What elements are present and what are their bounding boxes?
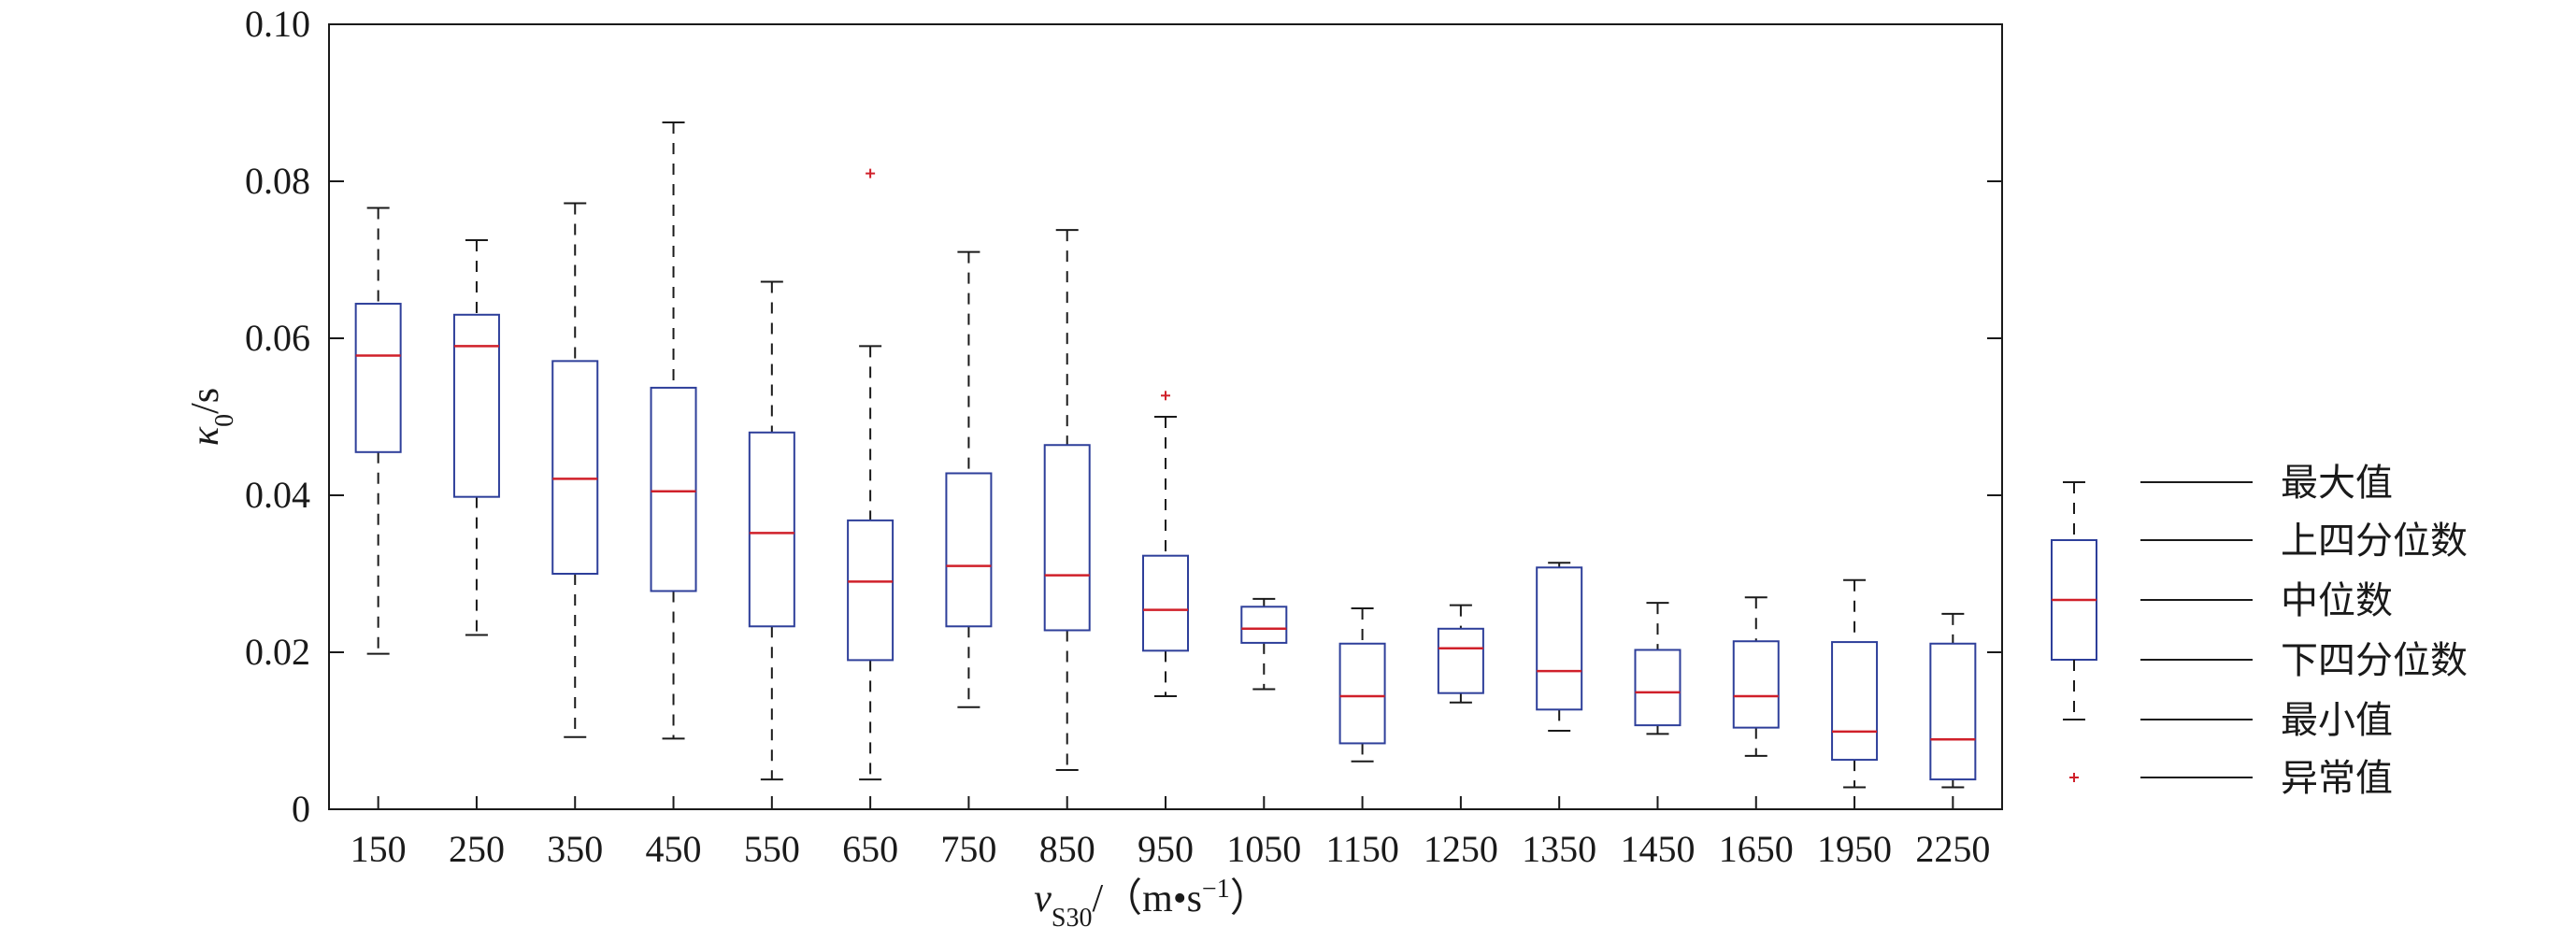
- legend-item-label: 最小值: [2281, 699, 2393, 742]
- y-axis-label-var: κ: [184, 426, 227, 446]
- x-tick-label: 1150: [1325, 828, 1399, 870]
- y-tick-label: 0.02: [245, 631, 310, 673]
- x-tick-label: 1650: [1719, 828, 1794, 870]
- outlier-marker: [866, 168, 876, 178]
- x-tick-label: 350: [547, 828, 603, 870]
- x-axis-label-sup: −1: [1202, 875, 1230, 904]
- box-2250: [1929, 612, 1977, 789]
- iqr-box: [650, 386, 697, 592]
- box-series: [354, 121, 1977, 789]
- iqr-box: [1043, 444, 1091, 632]
- y-tick-label: 0.08: [245, 160, 310, 202]
- x-tick-label: 250: [449, 828, 505, 870]
- y-axis-label: κ0/s: [184, 388, 239, 446]
- x-tick-labels: 150 250 350 450 550 650 750 850 950 1050 1150 1250 1…: [351, 796, 1990, 870]
- iqr-box: [847, 519, 894, 662]
- x-axis-label: vS30/（m•s−1）: [1034, 875, 1268, 927]
- x-tick-label: 850: [1039, 828, 1095, 870]
- legend-item-label: 最大值: [2281, 462, 2393, 505]
- x-tick-label: 150: [351, 828, 407, 870]
- box-650: [847, 168, 894, 781]
- iqr-box: [1142, 554, 1189, 652]
- y-tick-labels: 0 0.02 0.04 0.06 0.08 0.10: [245, 3, 2002, 830]
- y-axis-label-sub: 0: [210, 414, 239, 427]
- x-tick-label: 1450: [1620, 828, 1695, 870]
- x-tick-label: 750: [940, 828, 996, 870]
- box-1650: [1732, 596, 1780, 757]
- box-1950: [1831, 578, 1879, 789]
- legend-item-label: 中位数: [2281, 579, 2393, 622]
- box-350: [551, 202, 599, 738]
- iqr-box: [945, 472, 993, 628]
- x-axis-label-unit-prefix: /（m: [1093, 877, 1174, 920]
- box-1050: [1240, 597, 1288, 691]
- x-tick-label: 1950: [1817, 828, 1892, 870]
- outlier-marker: [1161, 391, 1170, 401]
- x-tick-label: 1250: [1424, 828, 1498, 870]
- iqr-box: [1831, 641, 1879, 762]
- iqr-box: [1338, 642, 1386, 745]
- legend-sample-box: [2051, 481, 2097, 782]
- x-tick-label: 550: [744, 828, 800, 870]
- x-axis-label-unit-s: s: [1187, 877, 1202, 920]
- iqr-box: [1536, 566, 1583, 711]
- box-150: [354, 207, 402, 655]
- x-tick-label: 650: [842, 828, 898, 870]
- box-1450: [1634, 602, 1682, 735]
- x-axis-label-bullet: •: [1173, 877, 1187, 920]
- legend-item-label: 上四分位数: [2281, 520, 2468, 563]
- y-tick-label: 0.10: [245, 3, 310, 45]
- legend-item-label: 下四分位数: [2281, 639, 2468, 682]
- y-tick-label: 0.06: [245, 317, 310, 359]
- x-axis-label-unit-suffix: ）: [1230, 877, 1269, 920]
- iqr-box: [1732, 640, 1780, 729]
- box-950: [1142, 391, 1189, 698]
- x-tick-label: 2250: [1915, 828, 1990, 870]
- iqr-box: [1240, 606, 1288, 644]
- iqr-box: [551, 360, 599, 575]
- iqr-box: [1634, 649, 1682, 727]
- iqr-box: [354, 303, 402, 453]
- y-tick-label: 0.04: [245, 474, 310, 516]
- legend-item-label: 异常值: [2281, 757, 2393, 800]
- x-tick-label: 1350: [1522, 828, 1596, 870]
- box-250: [452, 239, 500, 636]
- box-450: [650, 121, 697, 740]
- box-550: [748, 280, 795, 781]
- y-axis-label-unit: /s: [184, 388, 227, 414]
- y-tick-label: 0: [292, 788, 310, 830]
- box-1350: [1536, 562, 1583, 732]
- iqr-box: [1929, 642, 1977, 781]
- x-tick-label: 1050: [1226, 828, 1301, 870]
- x-axis-label-sub: S30: [1052, 904, 1093, 927]
- iqr-box: [748, 431, 795, 628]
- iqr-box: [452, 313, 500, 498]
- box-750: [945, 250, 993, 708]
- iqr-box: [1437, 627, 1484, 694]
- x-tick-label: 450: [646, 828, 702, 870]
- x-tick-label: 950: [1138, 828, 1194, 870]
- box-1150: [1338, 606, 1386, 763]
- box-1250: [1437, 604, 1484, 704]
- box-850: [1043, 229, 1091, 771]
- x-axis-label-var: v: [1034, 877, 1052, 920]
